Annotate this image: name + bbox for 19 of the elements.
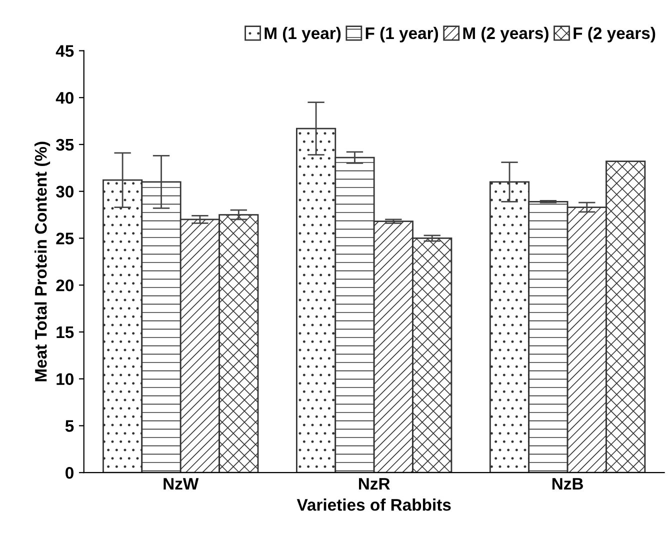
y-tick-label: 25 <box>56 232 74 244</box>
x-tick-label: NzR <box>358 478 390 490</box>
legend-label: F (1 year) <box>366 26 438 42</box>
y-tick-label: 10 <box>56 373 74 386</box>
x-tick-label: NzB <box>552 478 583 490</box>
y-tick-label: 40 <box>56 92 74 104</box>
y-tick-label: 30 <box>56 186 74 198</box>
y-tick-label: 5 <box>65 420 74 432</box>
y-tick-label: 45 <box>56 45 74 57</box>
legend-label: M (2 years) <box>463 26 548 42</box>
y-tick-label: 0 <box>66 466 74 479</box>
legend-label: M (1 year) <box>264 26 341 42</box>
y-tick-label: 15 <box>56 326 74 338</box>
y-tick-label: 20 <box>56 280 74 292</box>
legend-label: F (2 years) <box>574 26 656 42</box>
y-axis-title: Meat Total Protein Content (%) <box>34 142 50 382</box>
x-tick-label: NzW <box>164 478 199 490</box>
y-tick-label: 35 <box>56 138 74 151</box>
x-axis-title: Varieties of Rabbits <box>296 498 451 511</box>
